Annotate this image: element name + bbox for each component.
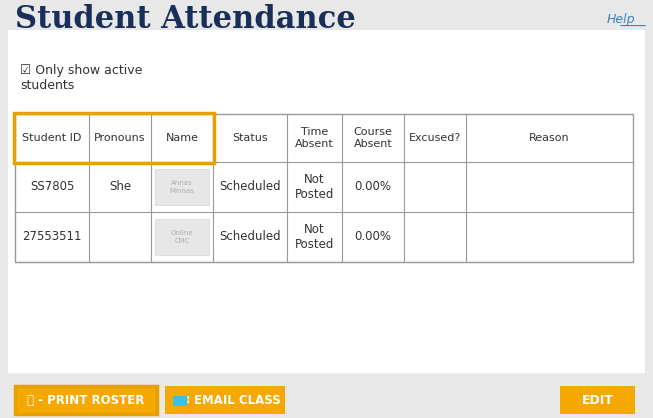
Text: Not
Posted: Not Posted: [295, 223, 334, 251]
Text: Student ID: Student ID: [22, 133, 82, 143]
Bar: [165, 386, 285, 414]
Text: Name: Name: [165, 133, 199, 143]
Bar: [15, 386, 157, 414]
Text: 0.00%: 0.00%: [355, 230, 392, 243]
Text: Online: Online: [170, 230, 193, 236]
Bar: [15, 114, 633, 262]
Text: 0.00%: 0.00%: [355, 181, 392, 194]
Text: Reason: Reason: [529, 133, 570, 143]
Text: Status: Status: [232, 133, 268, 143]
Text: ⎙ - PRINT ROSTER: ⎙ - PRINT ROSTER: [27, 394, 145, 407]
Text: CMC: CMC: [174, 238, 190, 244]
Text: Time
Absent: Time Absent: [295, 127, 334, 149]
Bar: [155, 169, 209, 205]
Text: ✉ EMAIL CLASS: ✉ EMAIL CLASS: [180, 394, 280, 407]
Text: She: She: [109, 181, 131, 194]
Text: ☑ Only show active
students: ☑ Only show active students: [20, 64, 142, 92]
Text: Pronouns: Pronouns: [94, 133, 146, 143]
Text: Scheduled: Scheduled: [219, 181, 281, 194]
Text: Scheduled: Scheduled: [219, 230, 281, 243]
Bar: [14, 113, 214, 163]
Bar: [173, 396, 187, 406]
Text: Course
Absent: Course Absent: [353, 127, 392, 149]
Bar: [155, 219, 209, 255]
Bar: [0, 2, 653, 30]
Text: 27553511: 27553511: [22, 230, 82, 243]
Text: EDIT: EDIT: [582, 394, 613, 407]
Bar: [560, 386, 635, 414]
Text: Excused?: Excused?: [409, 133, 461, 143]
FancyBboxPatch shape: [8, 15, 645, 373]
Text: Student Attendance: Student Attendance: [15, 4, 356, 35]
Text: Annas: Annas: [171, 180, 193, 186]
Text: Minnas: Minnas: [170, 188, 195, 194]
Text: Help: Help: [607, 13, 635, 26]
Text: Not
Posted: Not Posted: [295, 173, 334, 201]
Text: SS7805: SS7805: [30, 181, 74, 194]
